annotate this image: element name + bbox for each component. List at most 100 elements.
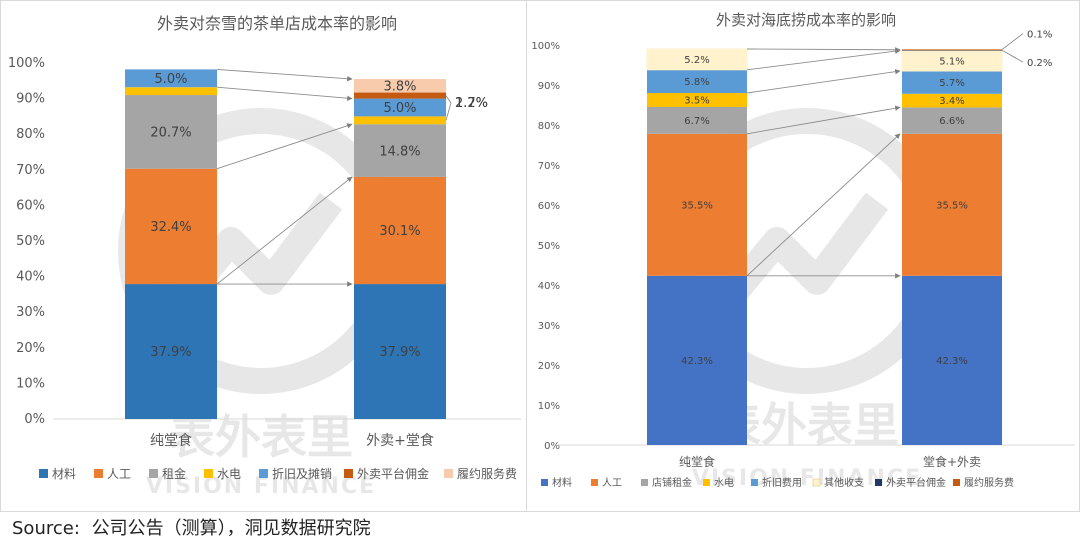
legend-label: 租金 — [162, 466, 186, 481]
legend-label: 履约服务费 — [457, 466, 517, 481]
chart-title: 外卖对奈雪的茶单店成本率的影响 — [157, 14, 397, 33]
leader-line — [445, 95, 452, 104]
leader-line — [1001, 33, 1024, 50]
y-tick-label: 100% — [8, 56, 45, 71]
bar-segment — [647, 275, 747, 445]
bar-segment — [125, 69, 217, 88]
legend-swatch — [149, 469, 158, 478]
bar-segment — [354, 79, 446, 93]
legend-swatch — [344, 469, 353, 478]
connector-arrow — [746, 133, 901, 277]
bar-segment — [902, 133, 1002, 276]
bar-segment — [354, 176, 446, 285]
legend-item: 折旧及摊销 — [259, 466, 332, 481]
data-label-outside: 1.7% — [455, 96, 488, 111]
bar-segment — [647, 69, 747, 93]
legend-item: 材料 — [541, 476, 572, 489]
source-label: Source: — [12, 518, 80, 539]
y-tick-label: 30% — [538, 321, 560, 332]
data-label: 5.0% — [383, 101, 416, 116]
bar-segment — [902, 71, 1002, 94]
y-tick-label: 70% — [16, 163, 45, 178]
data-label: 5.1% — [939, 56, 964, 67]
legend-swatch — [703, 479, 710, 486]
y-tick-label: 40% — [16, 270, 45, 285]
leader-line — [445, 102, 452, 121]
connector-arrow — [746, 48, 901, 71]
legend-item: 材料 — [39, 467, 76, 481]
bar-segment — [647, 133, 747, 276]
legend-swatch — [875, 479, 882, 486]
bar-segment — [125, 284, 217, 419]
legend-swatch — [591, 479, 598, 486]
legend-label: 水电 — [217, 467, 241, 481]
y-tick-label: 10% — [538, 401, 560, 412]
y-tick-label: 30% — [16, 305, 45, 320]
chart-panel-naixue: 表外表里 VISION FINANCE 外卖对奈雪的茶单店成本率的影响 0% 10% 20… — [0, 0, 528, 512]
data-label-outside: 2.2% — [455, 96, 488, 111]
source-text: 公司公告（测算），洞见数据研究院 — [91, 518, 371, 539]
legend-label: 水电 — [714, 476, 734, 489]
y-tick-label: 100% — [531, 41, 560, 52]
bar-segment — [354, 284, 446, 419]
legend-item: 人工 — [591, 477, 622, 489]
watermark-en: VISION FINANCE — [146, 474, 376, 499]
connector-arrow — [216, 86, 353, 101]
y-tick-label: 80% — [16, 127, 45, 142]
legend-item: 水电 — [703, 476, 734, 489]
bar-segment — [647, 93, 747, 107]
bar-segment — [902, 49, 1002, 51]
bar-segment — [902, 275, 1002, 445]
data-label: 5.8% — [684, 77, 709, 88]
legend-label: 履约服务费 — [964, 476, 1014, 489]
data-label: 5.7% — [939, 78, 964, 89]
y-tick-label: 40% — [538, 281, 560, 292]
connector-arrow — [216, 123, 353, 170]
y-tick-label: 90% — [538, 81, 560, 92]
legend-swatch — [204, 469, 213, 478]
data-label: 3.5% — [684, 96, 709, 107]
data-label-outside: 0.2% — [1027, 58, 1052, 69]
data-label: 42.3% — [681, 356, 713, 367]
data-label: 6.6% — [939, 116, 964, 127]
legend-swatch — [812, 478, 821, 487]
data-label: 30.1% — [379, 224, 420, 239]
category-label: 纯堂食 — [150, 432, 192, 449]
legend-item: 折旧费用 — [751, 476, 802, 489]
y-tick-label: 0% — [24, 412, 45, 427]
data-label-outside: 0.1% — [1027, 30, 1052, 41]
connector-arrow — [216, 176, 353, 285]
bar-segment — [354, 98, 446, 117]
legend-label: 其他收支 — [824, 476, 864, 489]
bar-segment — [354, 92, 446, 99]
data-label: 6.7% — [684, 116, 709, 127]
bar-segment — [125, 168, 217, 285]
data-label: 5.2% — [684, 55, 709, 66]
legend-label: 人工 — [602, 477, 622, 489]
y-tick-label: 0% — [544, 441, 560, 452]
legend-swatch — [641, 479, 648, 486]
connector-arrow — [746, 105, 901, 135]
legend-item: 外卖平台佣金 — [344, 466, 429, 481]
legend-swatch — [259, 469, 268, 478]
legend-item: 人工 — [94, 467, 131, 481]
legend-item: 履约服务费 — [444, 466, 517, 481]
y-tick-label: 60% — [538, 201, 560, 212]
legend-label: 外卖平台佣金 — [357, 466, 429, 481]
bar-segment — [646, 48, 748, 71]
legend-label: 折旧费用 — [762, 476, 802, 489]
legend-swatch — [541, 479, 548, 486]
data-label: 35.5% — [681, 200, 713, 211]
legend-label: 外卖平台佣金 — [886, 476, 946, 489]
y-tick-label: 20% — [538, 361, 560, 372]
legend-label: 店铺租金 — [652, 476, 692, 489]
legend-item: 水电 — [204, 467, 241, 481]
bar-segment — [354, 116, 446, 125]
legend-swatch — [953, 479, 960, 486]
data-label: 3.8% — [383, 79, 416, 94]
y-tick-label: 70% — [538, 161, 560, 172]
chart-title: 外卖对海底捞成本率的影响 — [716, 11, 896, 29]
chart-panel-haidilao: 表外表里 VISION FINANCE 外卖对海底捞成本率的影响 0% 10% 20% 30… — [526, 0, 1080, 512]
